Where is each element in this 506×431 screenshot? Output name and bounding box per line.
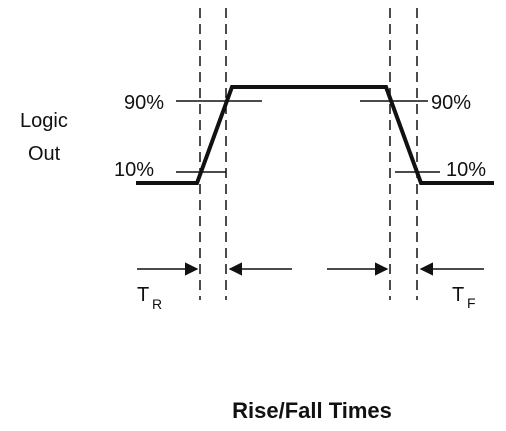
level-label-10-left: 10%	[114, 159, 154, 181]
logic-output-waveform	[136, 85, 494, 185]
rise-time-label-main: T	[137, 284, 149, 306]
level-label-90-left: 90%	[124, 92, 164, 114]
rise-time-label: T R	[137, 284, 162, 312]
rise-time-label-subscript: R	[152, 296, 162, 312]
level-label-10-right: 10%	[446, 159, 486, 181]
signal-label-out: Out	[28, 143, 61, 165]
fall-time-label: T F	[452, 284, 476, 311]
level-label-90-right: 90%	[431, 92, 471, 114]
signal-label-logic: Logic	[20, 110, 68, 132]
fall-time-label-main: T	[452, 284, 464, 306]
fall-time-label-subscript: F	[467, 295, 476, 311]
figure-title: Rise/Fall Times	[232, 398, 392, 423]
